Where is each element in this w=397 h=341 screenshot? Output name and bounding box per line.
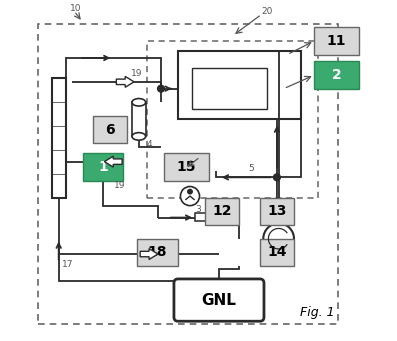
Text: 3: 3 — [196, 205, 201, 214]
Bar — [178, 51, 301, 119]
Circle shape — [274, 174, 280, 181]
Circle shape — [263, 223, 294, 254]
Bar — [137, 239, 178, 266]
Circle shape — [158, 85, 164, 92]
FancyBboxPatch shape — [174, 279, 264, 321]
Text: 15: 15 — [177, 160, 196, 174]
Bar — [260, 198, 294, 225]
Text: 4: 4 — [146, 140, 152, 149]
Text: 12: 12 — [213, 204, 232, 219]
Bar — [164, 153, 209, 181]
Polygon shape — [140, 249, 158, 260]
Bar — [260, 239, 294, 266]
Text: 2: 2 — [332, 68, 341, 82]
Text: 19: 19 — [131, 69, 143, 78]
Text: 17: 17 — [62, 260, 73, 269]
Polygon shape — [104, 156, 122, 167]
Text: 18: 18 — [148, 245, 167, 260]
Bar — [205, 198, 239, 225]
Ellipse shape — [132, 99, 146, 106]
Text: 5: 5 — [249, 164, 254, 173]
Circle shape — [180, 187, 200, 206]
Bar — [192, 68, 267, 109]
Bar — [52, 78, 66, 198]
Bar — [132, 102, 146, 136]
Text: Fig. 1: Fig. 1 — [300, 306, 335, 318]
Text: 14: 14 — [267, 245, 287, 260]
Text: 10: 10 — [70, 4, 81, 13]
Text: 1: 1 — [98, 160, 108, 174]
Text: GNL: GNL — [202, 293, 236, 308]
Bar — [93, 116, 127, 143]
Bar — [314, 27, 359, 55]
Text: 20: 20 — [261, 8, 272, 16]
Bar — [314, 61, 359, 89]
Polygon shape — [116, 76, 134, 87]
Bar — [38, 24, 338, 324]
Text: 13: 13 — [267, 204, 287, 219]
Bar — [195, 213, 214, 221]
Bar — [83, 153, 123, 181]
Circle shape — [188, 189, 193, 194]
Bar — [147, 41, 318, 198]
Text: 11: 11 — [327, 34, 346, 48]
Text: 19: 19 — [114, 181, 126, 190]
Ellipse shape — [132, 133, 146, 140]
Text: 6: 6 — [105, 122, 115, 137]
